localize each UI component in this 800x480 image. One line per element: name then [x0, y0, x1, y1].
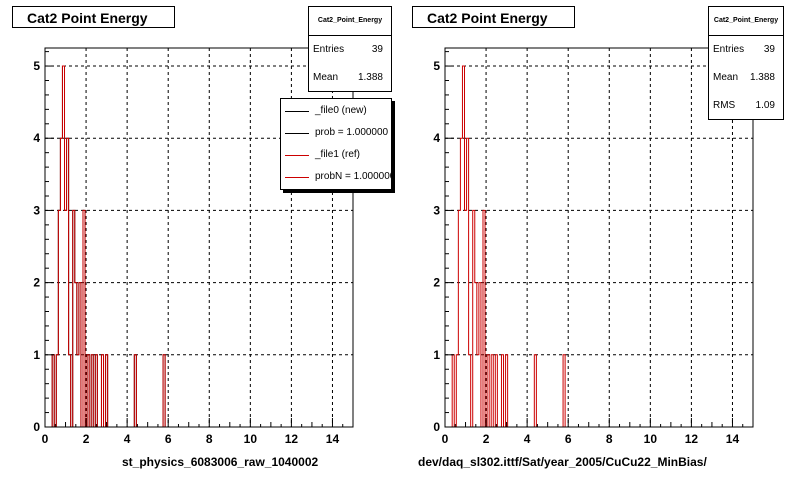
stats-value: 1.388: [357, 72, 383, 83]
stats-value: 39: [371, 44, 383, 55]
y-tick-label: 0: [433, 420, 440, 434]
stats-key: Mean: [313, 72, 339, 83]
y-tick-label: 3: [33, 203, 40, 217]
histogram-series-2: [45, 65, 353, 428]
legend-line-swatch: [285, 111, 309, 112]
legend-line-swatch: [285, 155, 309, 156]
x-tick-label: 8: [206, 432, 213, 446]
stats-row-mean: Mean 1.388: [709, 64, 783, 92]
y-tick-label: 2: [433, 276, 440, 290]
plot-title: Cat2 Point Energy: [412, 6, 575, 28]
stats-row-rms: RMS 1.09: [709, 92, 783, 120]
stats-key: Entries: [713, 44, 745, 55]
x-tick-label: 10: [244, 432, 258, 446]
y-tick-label: 1: [33, 348, 40, 362]
x-tick-label: 0: [42, 432, 49, 446]
y-tick-label: 3: [433, 203, 440, 217]
stats-value: 1.388: [749, 72, 775, 83]
x-tick-label: 2: [83, 432, 90, 446]
x-tick-label: 4: [524, 432, 531, 446]
stats-histogram-name: Cat2_Point_Energy: [309, 7, 391, 36]
x-tick-label: 12: [285, 432, 299, 446]
legend-label: prob = 1.000000: [315, 127, 389, 138]
y-tick-label: 4: [433, 131, 440, 145]
stats-key: Mean: [713, 72, 739, 83]
legend: _file0 (new) prob = 1.000000 _file1 (ref…: [280, 98, 392, 190]
histogram-pad-right: 0 2 4 6 8 10 12 14 0 1 2 3 4 5 Cat2 Point Energy Cat2…: [400, 0, 800, 480]
legend-entry-file0: _file0 (new): [281, 101, 391, 121]
stats-key: Entries: [313, 44, 345, 55]
histogram-pad-left: 0 2 4 6 8 10 12 14 0 1 2 3 4 5 Cat2 Point Energy Cat2…: [12, 6, 392, 469]
y-tick-label: 2: [33, 276, 40, 290]
legend-label: _file0 (new): [315, 105, 367, 116]
legend-line-swatch: [285, 133, 309, 134]
x-axis-caption: dev/daq_sl302.ittf/Sat/year_2005/CuCu22_…: [418, 455, 707, 469]
legend-entry-prob: prob = 1.000000: [281, 123, 391, 143]
legend-entry-probn: probN = 1.000000: [281, 167, 392, 187]
legend-label: _file1 (ref): [315, 149, 361, 160]
x-tick-label: 8: [606, 432, 613, 446]
x-tick-label: 2: [483, 432, 490, 446]
legend-entry-file1: _file1 (ref): [281, 145, 391, 165]
x-axis-caption: st_physics_6083006_raw_1040002: [122, 455, 319, 469]
stats-value: 1.09: [755, 100, 775, 111]
stats-box: Cat2_Point_Energy Entries 39 Mean 1.388 …: [708, 6, 784, 120]
y-tick-label: 5: [33, 59, 40, 73]
stats-row-entries: Entries 39: [709, 36, 783, 64]
x-tick-label: 6: [165, 432, 172, 446]
x-tick-label: 0: [442, 432, 449, 446]
x-tick-label: 10: [644, 432, 658, 446]
stats-histogram-name: Cat2_Point_Energy: [709, 7, 783, 36]
legend-line-swatch: [285, 177, 309, 178]
y-tick-label: 0: [33, 420, 40, 434]
stats-row-mean: Mean 1.388: [309, 64, 391, 92]
x-tick-label: 14: [326, 432, 340, 446]
legend-label: probN = 1.000000: [315, 171, 392, 182]
y-tick-label: 4: [33, 131, 40, 145]
histogram-series-1: [445, 65, 753, 428]
stats-box: Cat2_Point_Energy Entries 39 Mean 1.388: [308, 6, 392, 92]
y-tick-label: 5: [433, 59, 440, 73]
x-tick-label: 12: [685, 432, 699, 446]
stats-value: 39: [763, 44, 775, 55]
x-tick-label: 4: [124, 432, 131, 446]
stats-row-entries: Entries 39: [309, 36, 391, 64]
x-tick-label: 14: [726, 432, 740, 446]
stats-key: RMS: [713, 100, 736, 111]
plot-title: Cat2 Point Energy: [12, 6, 175, 28]
x-tick-label: 6: [565, 432, 572, 446]
y-tick-label: 1: [433, 348, 440, 362]
